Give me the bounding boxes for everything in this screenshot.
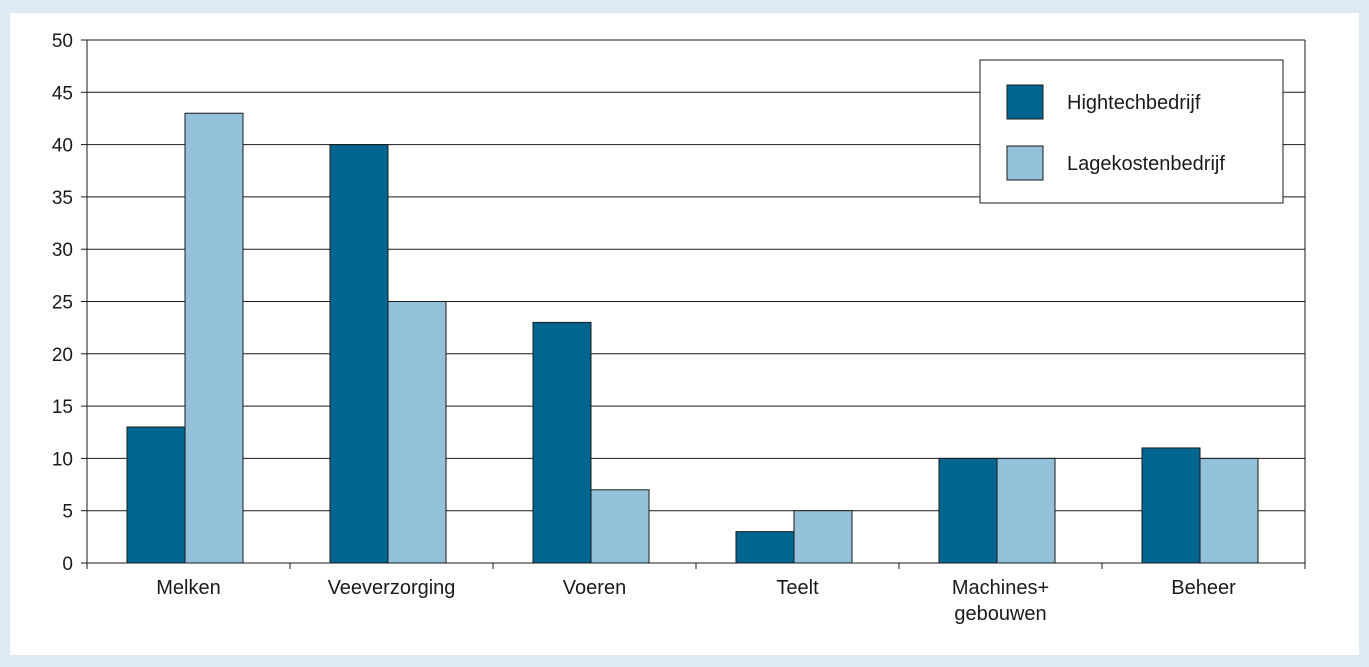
- legend-swatch: [1006, 84, 1044, 120]
- x-tick-label: Veeverzorging: [328, 577, 456, 599]
- y-tick-label: 30: [52, 240, 73, 261]
- legend-box: [979, 59, 1284, 204]
- x-tick-label: Voeren: [563, 577, 626, 599]
- y-tick-label: 25: [52, 293, 73, 314]
- legend-label: Lagekostenbedrijf: [1067, 153, 1225, 175]
- bar-hightech: [1141, 447, 1201, 564]
- bar-hightech: [532, 321, 592, 564]
- y-tick-label: 50: [52, 31, 73, 52]
- gridlines: [87, 39, 1305, 512]
- bar-hightech: [329, 144, 389, 564]
- bar-lagekosten: [387, 301, 447, 564]
- y-tick-label: 35: [52, 188, 73, 209]
- legend: Hightechbedrijf Lagekostenbedrijf: [979, 59, 1284, 204]
- bar-hightech: [126, 426, 186, 564]
- y-tick-label: 20: [52, 345, 73, 366]
- bar-lagekosten: [1199, 457, 1259, 564]
- bar-lagekosten: [590, 489, 650, 564]
- y-tick-label: 10: [52, 449, 73, 470]
- legend-label: Hightechbedrijf: [1067, 92, 1201, 114]
- bar-chart: 0 5 10 15 20 25 30 35 40 45 50 Melken Veeverzorging…: [52, 31, 1306, 625]
- x-axis-ticks: Melken Veeverzorging Voeren Teelt Machines+ g…: [86, 563, 1306, 625]
- bar-hightech: [938, 457, 998, 564]
- bar-lagekosten: [184, 112, 244, 564]
- y-tick-label: 15: [52, 397, 73, 418]
- y-tick-label: 45: [52, 83, 73, 104]
- bar-hightech: [735, 531, 795, 564]
- y-axis-ticks: 0 5 10 15 20 25 30 35 40 45 50: [52, 31, 87, 575]
- y-tick-label: 0: [62, 554, 73, 575]
- bar-lagekosten: [996, 457, 1056, 564]
- x-tick-label: Teelt: [776, 577, 819, 599]
- y-tick-label: 5: [62, 502, 73, 523]
- legend-swatch: [1006, 145, 1044, 181]
- bar-lagekosten: [793, 510, 853, 564]
- x-tick-label: Beheer: [1171, 577, 1236, 599]
- chart-panel: 0 5 10 15 20 25 30 35 40 45 50 Melken Veeverzorging…: [10, 13, 1359, 655]
- x-tick-label: Melken: [156, 577, 220, 599]
- y-tick-label: 40: [52, 136, 73, 157]
- x-tick-label: Machines+ gebouwen: [952, 577, 1049, 625]
